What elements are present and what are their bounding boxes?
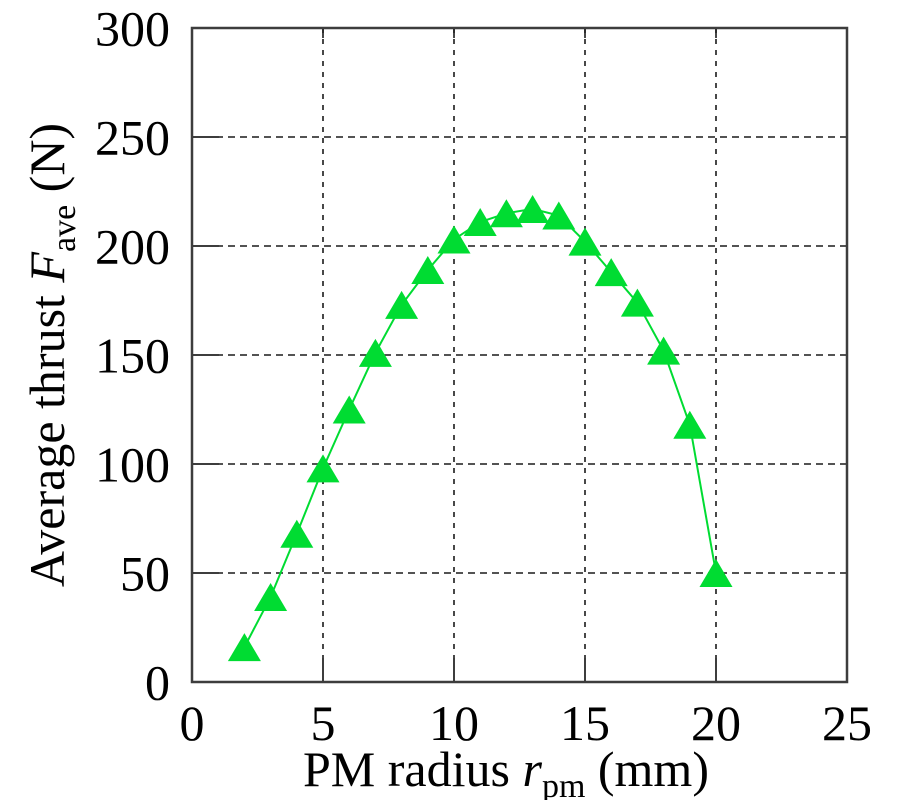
x-axis-title-subscript: pm xyxy=(542,768,585,800)
data-point-marker xyxy=(699,559,733,587)
y-tick-label: 50 xyxy=(120,546,170,602)
data-point-marker xyxy=(437,225,471,254)
data-point-marker xyxy=(227,633,261,662)
y-axis-title: Average thrust Fave (N) xyxy=(19,123,83,587)
x-tick-label: 20 xyxy=(691,695,741,751)
x-tick-label: 15 xyxy=(560,695,610,751)
data-point-marker xyxy=(332,395,366,424)
y-axis-title-unit: (N) xyxy=(19,123,75,205)
x-axis-title: PM radius rpm (mm) xyxy=(303,741,709,800)
data-point-marker xyxy=(254,582,288,611)
series-line xyxy=(243,207,717,648)
data-point-marker xyxy=(463,208,497,237)
y-tick-label: 100 xyxy=(95,437,170,493)
y-tick-label: 250 xyxy=(95,110,170,166)
x-tick-label: 5 xyxy=(311,695,336,751)
x-axis-title-unit: (mm) xyxy=(585,741,709,797)
data-point-marker xyxy=(542,201,576,230)
data-point-marker xyxy=(280,519,314,548)
data-point-marker xyxy=(385,290,419,319)
x-axis-title-text: PM radius xyxy=(303,741,522,797)
x-tick-label: 0 xyxy=(180,695,205,751)
y-axis-title-subscript: ave xyxy=(46,205,83,252)
y-axis-title-text: Average thrust xyxy=(19,283,75,588)
x-tick-label: 10 xyxy=(429,695,479,751)
data-point-marker xyxy=(568,227,602,256)
data-point-marker xyxy=(647,336,681,365)
data-point-marker xyxy=(358,338,392,367)
x-tick-label: 25 xyxy=(822,695,872,751)
axis-tick-marks xyxy=(192,28,717,682)
grid-layer xyxy=(192,28,847,682)
data-point-marker xyxy=(516,194,550,223)
data-point-marker xyxy=(673,410,707,439)
data-point-marker xyxy=(620,288,654,317)
data-point-marker xyxy=(489,199,523,228)
y-tick-label: 200 xyxy=(95,219,170,275)
data-point-marker xyxy=(306,454,340,483)
y-tick-label: 150 xyxy=(95,328,170,384)
y-axis-title-variable: F xyxy=(19,252,75,284)
y-tick-label: 0 xyxy=(145,655,170,711)
data-point-marker xyxy=(411,255,445,284)
plot-border xyxy=(190,26,849,684)
y-tick-label: 300 xyxy=(95,1,170,57)
x-axis-title-variable: r xyxy=(522,741,542,797)
data-series-average-thrust xyxy=(227,194,733,662)
data-point-marker xyxy=(594,258,628,287)
